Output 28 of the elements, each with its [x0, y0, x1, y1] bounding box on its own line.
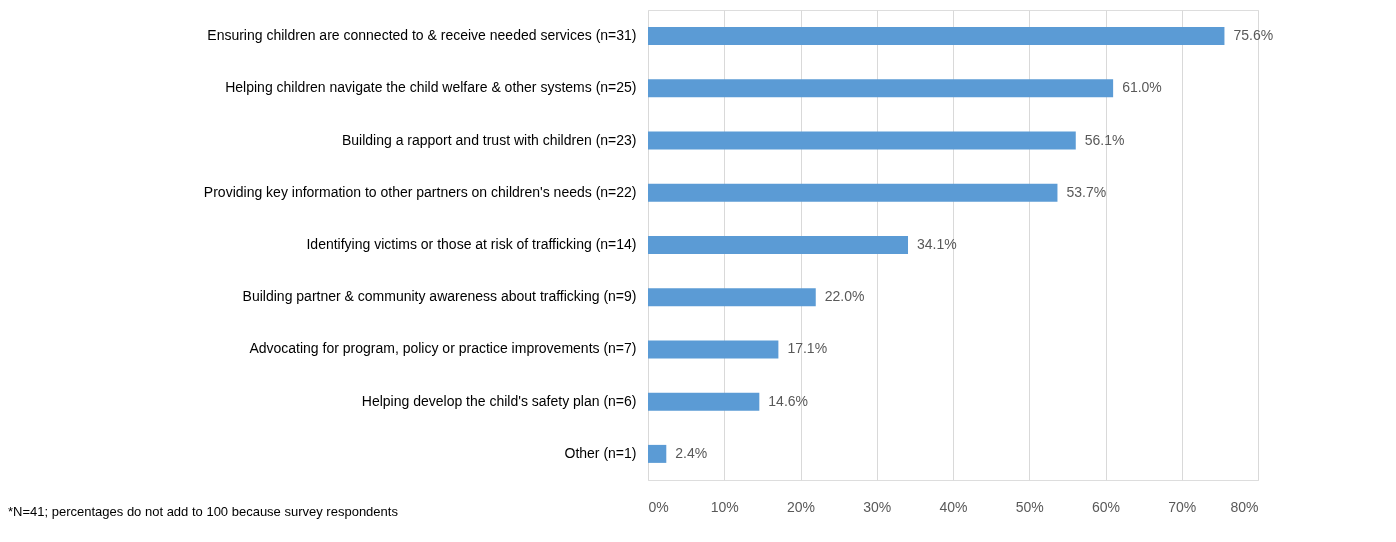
x-tick-label: 50%: [1015, 498, 1044, 515]
x-tick-label: 60%: [1091, 498, 1121, 515]
data-label: 53.7%: [1066, 183, 1107, 200]
y-tick-label: Helping children navigate the child welfare & other systems (n=25): [225, 79, 637, 96]
x-tick-label: 30%: [863, 498, 892, 515]
data-label: 22.0%: [824, 288, 865, 305]
y-tick-label: Helping develop the child's safety plan (n=6): [361, 392, 637, 409]
data-label: 17.1%: [787, 340, 828, 357]
data-label: 34.1%: [917, 236, 957, 252]
y-tick-label: Providing key information to other partners on children's needs (n=22): [203, 183, 637, 200]
data-label: 14.6%: [768, 392, 809, 409]
data-label: 75.6%: [1233, 27, 1274, 44]
y-tick-label: Building partner & community awareness about trafficking (n=9): [242, 288, 637, 305]
x-tick-label: 10%: [710, 498, 739, 515]
data-label: 2.4%: [675, 444, 708, 461]
y-tick-label: Identifying victims or those at risk of trafficking (n=14): [306, 236, 637, 252]
y-tick-label: Other (n=1): [564, 444, 637, 461]
x-tick-label: 80%: [1230, 498, 1259, 515]
data-label: 56.1%: [1084, 131, 1125, 148]
y-tick-label: Ensuring children are connected to & receive needed services (n=31): [207, 27, 637, 44]
x-tick-label: 70%: [1168, 498, 1197, 515]
x-tick-label: 40%: [939, 498, 968, 515]
y-tick-label: Building a rapport and trust with children (n=23): [341, 131, 637, 148]
y-tick-label: Advocating for program, policy or practice improvements (n=7): [249, 340, 637, 357]
x-tick-label: 0%: [648, 498, 669, 515]
text: *N=41; percentages do not add to 100 because survey respondents: [8, 504, 399, 519]
x-tick-label: 20%: [786, 498, 816, 515]
data-label: 61.0%: [1122, 79, 1162, 96]
